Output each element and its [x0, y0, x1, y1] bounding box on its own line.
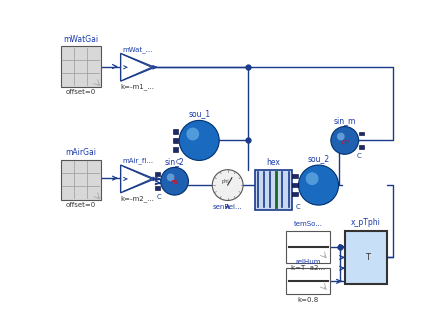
Polygon shape [121, 53, 154, 81]
FancyBboxPatch shape [173, 147, 178, 152]
Text: sou_1: sou_1 [188, 109, 210, 118]
FancyBboxPatch shape [173, 138, 178, 143]
FancyBboxPatch shape [286, 230, 330, 263]
FancyBboxPatch shape [292, 174, 298, 178]
Text: senRel...: senRel... [213, 204, 243, 210]
FancyBboxPatch shape [345, 230, 387, 284]
Text: k=-m1_...: k=-m1_... [121, 83, 154, 90]
Text: C: C [295, 204, 300, 210]
FancyBboxPatch shape [155, 172, 160, 176]
Text: mAir_fl...: mAir_fl... [122, 158, 153, 164]
Circle shape [186, 128, 199, 140]
Text: k=T  a2...: k=T a2... [291, 265, 325, 271]
Text: $\dot{m}$: $\dot{m}$ [340, 136, 349, 146]
FancyBboxPatch shape [61, 46, 101, 86]
Text: mAirGai: mAirGai [65, 149, 96, 157]
Text: phi: phi [222, 179, 229, 184]
FancyBboxPatch shape [292, 192, 298, 197]
FancyBboxPatch shape [255, 170, 291, 210]
Text: k=0.8: k=0.8 [298, 297, 319, 303]
Circle shape [179, 120, 219, 161]
Text: offset=0: offset=0 [65, 89, 96, 95]
Text: C: C [176, 159, 181, 165]
Circle shape [167, 173, 174, 181]
Text: temSo...: temSo... [294, 221, 323, 227]
Text: hex: hex [266, 158, 280, 167]
FancyBboxPatch shape [360, 132, 364, 135]
Text: k=-m2_...: k=-m2_... [121, 195, 154, 202]
Circle shape [337, 133, 345, 140]
Circle shape [306, 172, 319, 185]
Text: T: T [365, 253, 371, 262]
FancyBboxPatch shape [61, 160, 101, 200]
Circle shape [299, 165, 339, 205]
FancyBboxPatch shape [292, 183, 298, 187]
Circle shape [161, 167, 188, 195]
Text: sou_2: sou_2 [307, 154, 330, 163]
FancyBboxPatch shape [173, 129, 178, 134]
Text: x_pTphi: x_pTphi [351, 218, 381, 227]
Text: sin_m: sin_m [334, 116, 356, 125]
Text: C: C [157, 194, 162, 200]
Text: mWatGai: mWatGai [63, 35, 98, 44]
Text: mWat_...: mWat_... [122, 46, 153, 53]
Text: $\dot{m}$: $\dot{m}$ [170, 177, 179, 187]
Circle shape [212, 170, 243, 201]
Text: relHum: relHum [295, 259, 321, 265]
Text: sin_2: sin_2 [165, 157, 184, 166]
FancyBboxPatch shape [286, 268, 330, 294]
Text: offset=0: offset=0 [65, 202, 96, 208]
Text: C: C [357, 153, 362, 159]
FancyBboxPatch shape [360, 145, 364, 149]
Polygon shape [121, 165, 154, 193]
FancyBboxPatch shape [155, 186, 160, 190]
Circle shape [331, 127, 359, 154]
